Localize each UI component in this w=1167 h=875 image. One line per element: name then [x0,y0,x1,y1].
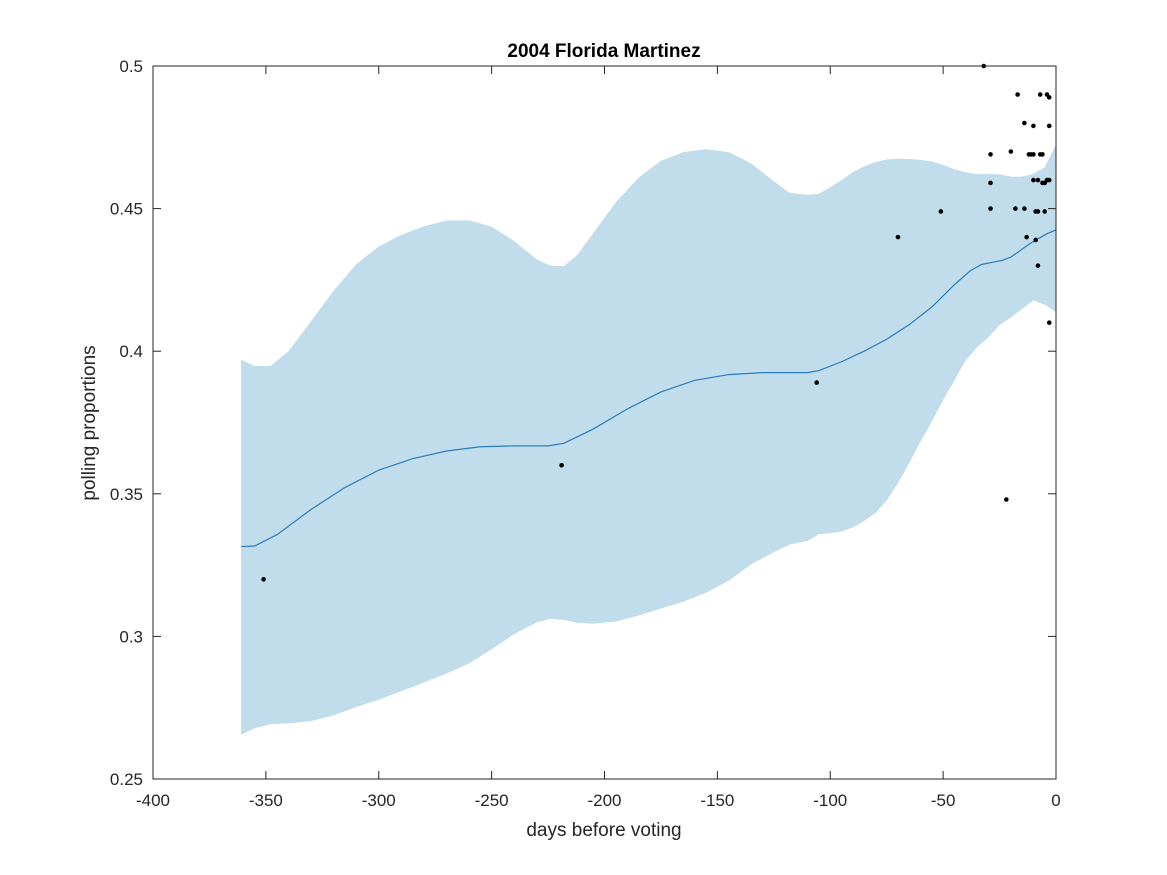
data-point [988,206,993,211]
y-tick-label: 0.35 [110,485,143,504]
data-point [1046,123,1052,129]
y-tick-label: 0.25 [110,770,143,789]
y-tick-label: 0.4 [119,342,143,361]
x-tick-label: -150 [700,791,734,810]
data-point [1042,209,1048,214]
data-point [1008,149,1014,154]
x-tick-label: -350 [249,791,283,810]
y-axis-label: polling proportions [79,345,100,500]
data-point [1031,152,1036,157]
data-point [1035,177,1041,183]
data-point [1046,320,1052,325]
data-point [1015,92,1020,97]
data-point [1022,206,1027,211]
x-tick-label: -300 [362,791,396,810]
chart-title: 2004 Florida Martinez [507,41,700,62]
data-points-layer [261,63,1052,582]
data-point [1035,209,1041,214]
x-tick-label: -400 [136,791,170,810]
data-point [814,380,820,385]
x-tick-label: 0 [1051,791,1060,810]
x-tick-label: -100 [813,791,847,810]
data-point [1004,497,1009,502]
mean-line-layer [241,229,1057,548]
x-axis-ticks: -400 -350 -300 -250 -200 -150 -100 -50 0 [136,66,1061,810]
x-tick-label: -50 [931,791,956,810]
data-point [1033,237,1038,243]
confidence-band-layer [241,144,1057,735]
data-point [1037,92,1043,97]
data-point [988,152,993,157]
data-point [1035,263,1041,268]
x-axis-label: days before voting [526,820,681,841]
data-point [988,180,993,186]
x-tick-label: -250 [475,791,509,810]
confidence-band [241,144,1057,735]
data-point [261,577,266,582]
data-point [1040,152,1045,157]
x-tick-label: -200 [587,791,621,810]
data-point [1022,120,1027,126]
y-axis-ticks: 0.25 0.3 0.35 0.4 0.45 0.5 [110,57,1056,789]
data-point [1013,206,1018,211]
data-point [1031,177,1036,183]
data-point [1046,95,1052,100]
y-tick-label: 0.5 [119,57,143,76]
data-point [1046,177,1052,183]
data-point [895,234,901,240]
data-point [559,462,564,468]
y-tick-label: 0.3 [119,627,143,646]
series-line-mean [241,229,1057,548]
y-tick-label: 0.45 [110,200,143,219]
data-point [1031,123,1036,129]
data-point [938,209,944,214]
data-point [1024,234,1029,240]
